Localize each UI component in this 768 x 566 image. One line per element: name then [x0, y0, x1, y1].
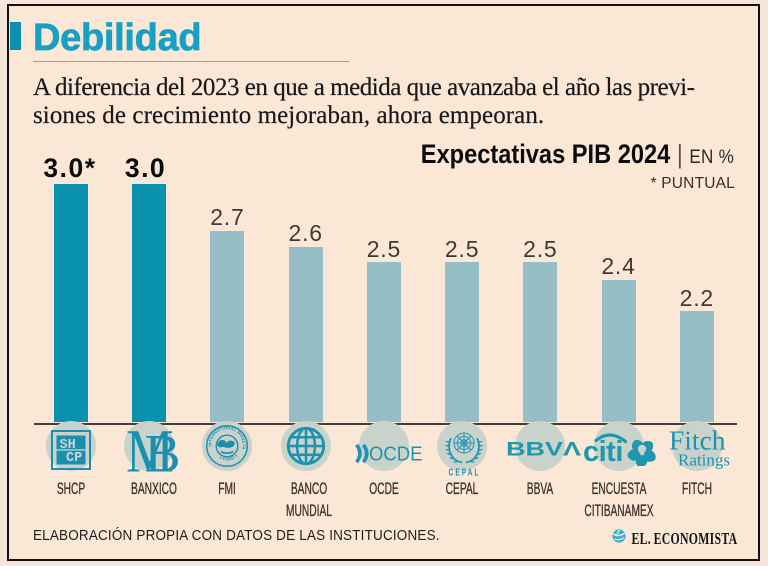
svg-text:BBVΛ: BBVΛ	[506, 440, 581, 458]
svg-text:Ratings: Ratings	[678, 451, 730, 470]
svg-text:citi: citi	[583, 436, 623, 466]
svg-text:Fitch: Fitch	[669, 427, 726, 456]
svg-text:SH: SH	[60, 438, 76, 453]
svg-text:CP: CP	[66, 451, 82, 466]
svg-text:OCDE: OCDE	[369, 444, 423, 464]
svg-text:♦ FUND ♦: ♦ FUND ♦	[219, 453, 239, 462]
svg-text:CEPAL: CEPAL	[449, 466, 481, 477]
svg-text:B: B	[145, 427, 181, 473]
